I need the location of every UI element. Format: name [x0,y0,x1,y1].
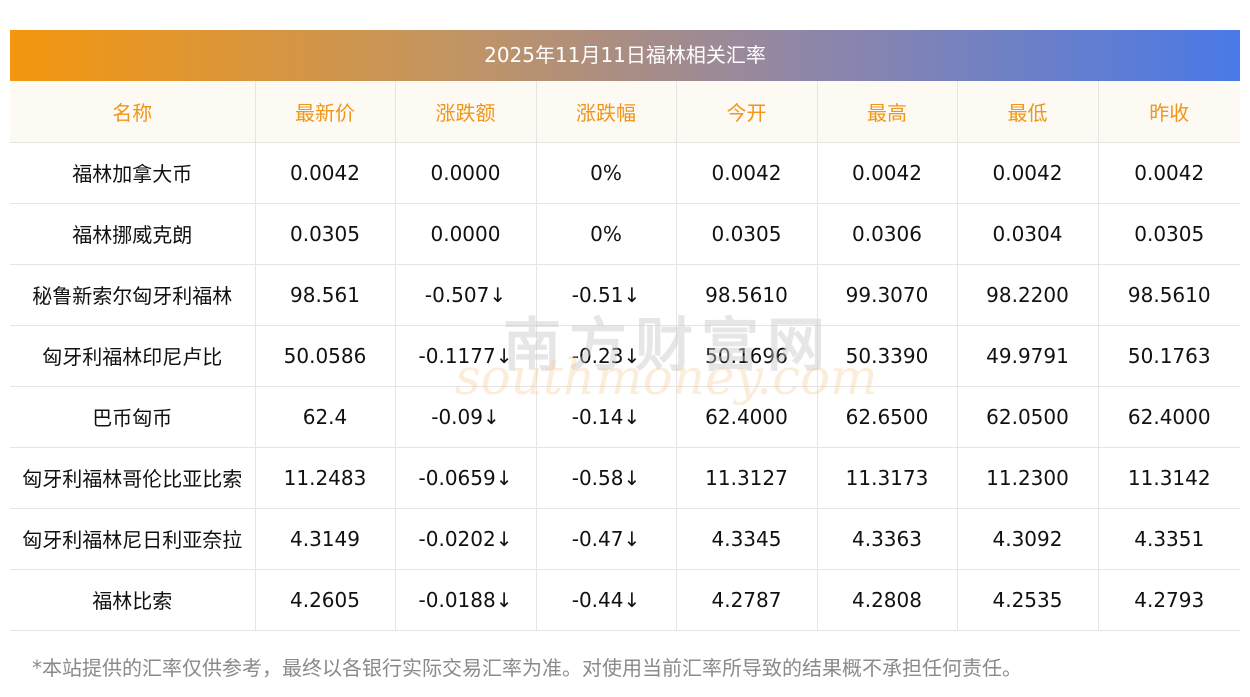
high-price: 99.3070 [817,264,958,326]
prev-close: 62.4000 [1098,386,1240,448]
prev-close: 0.0042 [1098,142,1240,204]
price-change: -0.09↓ [395,386,537,448]
latest-price: 0.0042 [255,142,396,204]
column-header: 最高 [817,81,958,143]
table-row: 福林挪威克朗 0.0305 0.0000 0% 0.0305 0.0306 0.0304 0.… [10,203,1240,265]
high-price: 50.3390 [817,325,958,387]
column-header: 涨跌幅 [536,81,677,143]
table-row: 匈牙利福林尼日利亚奈拉 4.3149 -0.0202↓ -0.47↓ 4.3345 4.3… [10,508,1240,570]
currency-name: 匈牙利福林尼日利亚奈拉 [10,508,256,570]
open-price: 11.3127 [676,447,818,509]
change-percent: -0.14↓ [536,386,677,448]
prev-close: 4.3351 [1098,508,1240,570]
high-price: 4.3363 [817,508,958,570]
latest-price: 4.3149 [255,508,396,570]
column-header: 昨收 [1098,81,1240,143]
currency-name: 巴币匈币 [10,386,256,448]
column-header: 最新价 [255,81,396,143]
low-price: 0.0304 [957,203,1099,265]
change-percent: 0% [536,203,677,265]
currency-name: 福林挪威克朗 [10,203,256,265]
low-price: 4.2535 [957,569,1099,631]
low-price: 62.0500 [957,386,1099,448]
open-price: 62.4000 [676,386,818,448]
currency-name: 匈牙利福林印尼卢比 [10,325,256,387]
table-row: 秘鲁新索尔匈牙利福林 98.561 -0.507↓ -0.51↓ 98.5610 99.3… [10,264,1240,326]
low-price: 49.9791 [957,325,1099,387]
prev-close: 0.0305 [1098,203,1240,265]
open-price: 4.3345 [676,508,818,570]
high-price: 0.0042 [817,142,958,204]
low-price: 11.2300 [957,447,1099,509]
table-row: 匈牙利福林哥伦比亚比索 11.2483 -0.0659↓ -0.58↓ 11.3127 1… [10,447,1240,509]
price-change: -0.0188↓ [395,569,537,631]
table-row: 福林加拿大币 0.0042 0.0000 0% 0.0042 0.0042 0.0042 0.… [10,142,1240,204]
open-price: 0.0042 [676,142,818,204]
latest-price: 0.0305 [255,203,396,265]
price-change: -0.0202↓ [395,508,537,570]
open-price: 0.0305 [676,203,818,265]
latest-price: 4.2605 [255,569,396,631]
latest-price: 11.2483 [255,447,396,509]
exchange-rate-table: 名称 最新价 涨跌额 涨跌幅 今开 最高 最低 昨收 福林加拿大币 0.0042 0… [10,81,1240,631]
table-row: 匈牙利福林印尼卢比 50.0586 -0.1177↓ -0.23↓ 50.1696 50.… [10,325,1240,387]
change-percent: 0% [536,142,677,204]
high-price: 4.2808 [817,569,958,631]
latest-price: 62.4 [255,386,396,448]
disclaimer-footnote: *本站提供的汇率仅供参考，最终以各银行实际交易汇率为准。对使用当前汇率所导致的结… [32,656,1022,680]
prev-close: 4.2793 [1098,569,1240,631]
latest-price: 98.561 [255,264,396,326]
column-header: 名称 [10,81,256,143]
table-title: 2025年11月11日福林相关汇率 [10,30,1240,81]
low-price: 98.2200 [957,264,1099,326]
table-row: 巴币匈币 62.4 -0.09↓ -0.14↓ 62.4000 62.6500 62.050… [10,386,1240,448]
currency-name: 匈牙利福林哥伦比亚比索 [10,447,256,509]
change-percent: -0.23↓ [536,325,677,387]
latest-price: 50.0586 [255,325,396,387]
price-change: -0.0659↓ [395,447,537,509]
high-price: 11.3173 [817,447,958,509]
price-change: -0.507↓ [395,264,537,326]
change-percent: -0.44↓ [536,569,677,631]
column-header: 涨跌额 [395,81,537,143]
table-row: 福林比索 4.2605 -0.0188↓ -0.44↓ 4.2787 4.2808 4.25… [10,569,1240,631]
currency-name: 福林加拿大币 [10,142,256,204]
prev-close: 50.1763 [1098,325,1240,387]
change-percent: -0.47↓ [536,508,677,570]
price-change: 0.0000 [395,203,537,265]
column-header: 最低 [957,81,1099,143]
high-price: 0.0306 [817,203,958,265]
open-price: 98.5610 [676,264,818,326]
high-price: 62.6500 [817,386,958,448]
low-price: 0.0042 [957,142,1099,204]
currency-name: 福林比索 [10,569,256,631]
price-change: 0.0000 [395,142,537,204]
currency-name: 秘鲁新索尔匈牙利福林 [10,264,256,326]
low-price: 4.3092 [957,508,1099,570]
header-row: 名称 最新价 涨跌额 涨跌幅 今开 最高 最低 昨收 [10,81,1240,143]
change-percent: -0.58↓ [536,447,677,509]
prev-close: 98.5610 [1098,264,1240,326]
price-change: -0.1177↓ [395,325,537,387]
open-price: 4.2787 [676,569,818,631]
change-percent: -0.51↓ [536,264,677,326]
column-header: 今开 [676,81,818,143]
prev-close: 11.3142 [1098,447,1240,509]
open-price: 50.1696 [676,325,818,387]
